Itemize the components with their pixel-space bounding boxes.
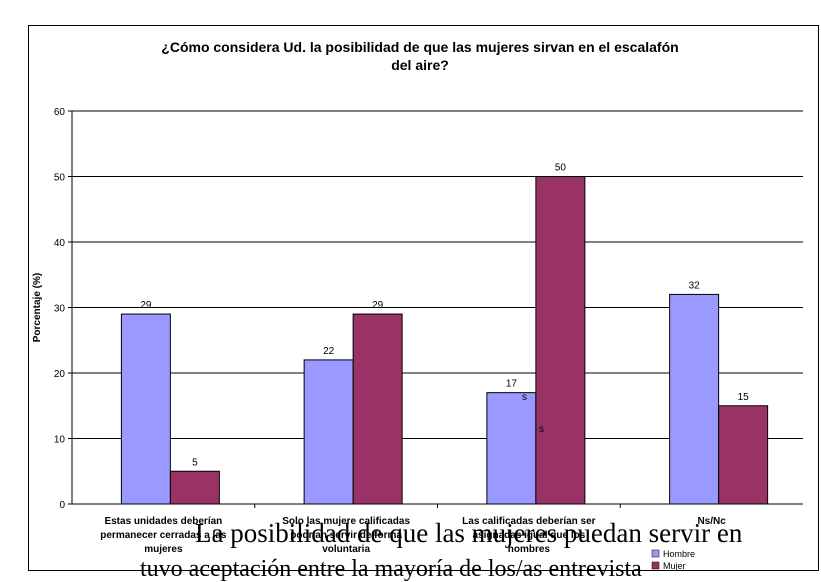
bar [486,392,537,505]
x-tick-label: asignadas igual que los [472,530,585,541]
data-label: 17 [506,379,518,390]
x-tick-label: Solo las mujere calificadas [282,516,410,527]
y-tick-label: 30 [54,304,66,315]
x-tick-label: podrían servir de forma [290,530,402,541]
chart-title: del aire? [391,57,449,73]
legend-label: Mujer [663,561,686,571]
data-label: 32 [689,280,701,291]
data-label: 15 [738,392,750,403]
stray-mark: s [539,424,544,435]
legend-label: Hombre [663,549,695,559]
data-label: 29 [372,300,384,311]
bar [169,470,220,505]
legend-swatch [651,549,660,558]
bar [535,176,586,505]
data-label: 50 [555,163,567,174]
y-tick-label: 50 [54,173,66,184]
x-tick-label: hombres [508,544,551,555]
data-label: 29 [140,300,152,311]
x-tick-label: mujeres [144,544,183,555]
bar [718,405,769,505]
bar [120,313,171,505]
data-label: 22 [323,346,335,357]
caption-line-2: tuvo aceptación entre la mayoría de los/… [140,556,642,582]
data-label: 5 [192,457,198,468]
bar [303,359,354,505]
stray-mark: s [522,392,527,403]
bar [669,293,720,505]
y-tick-label: 0 [59,500,65,511]
caption-line-1: La posibilidad de que las mujeres puedan… [195,518,743,548]
y-axis-label: Porcentaje (%) [32,273,43,342]
y-tick-label: 10 [54,435,66,446]
x-tick-label: permanecer cerradas a las [100,530,227,541]
x-tick-label: Estas unidades deberían [104,516,222,527]
x-tick-label: Ns/Nc [697,516,726,527]
bar [352,313,403,505]
chart-title: ¿Cómo considera Ud. la posibilidad de qu… [161,39,678,55]
y-tick-label: 40 [54,238,66,249]
x-tick-label: voluntaria [322,544,370,555]
legend-swatch [651,561,660,570]
y-tick-label: 60 [54,107,66,118]
x-tick-label: Las calificadas deberían ser [462,516,596,527]
chart-border [28,25,819,571]
y-tick-label: 20 [54,369,66,380]
